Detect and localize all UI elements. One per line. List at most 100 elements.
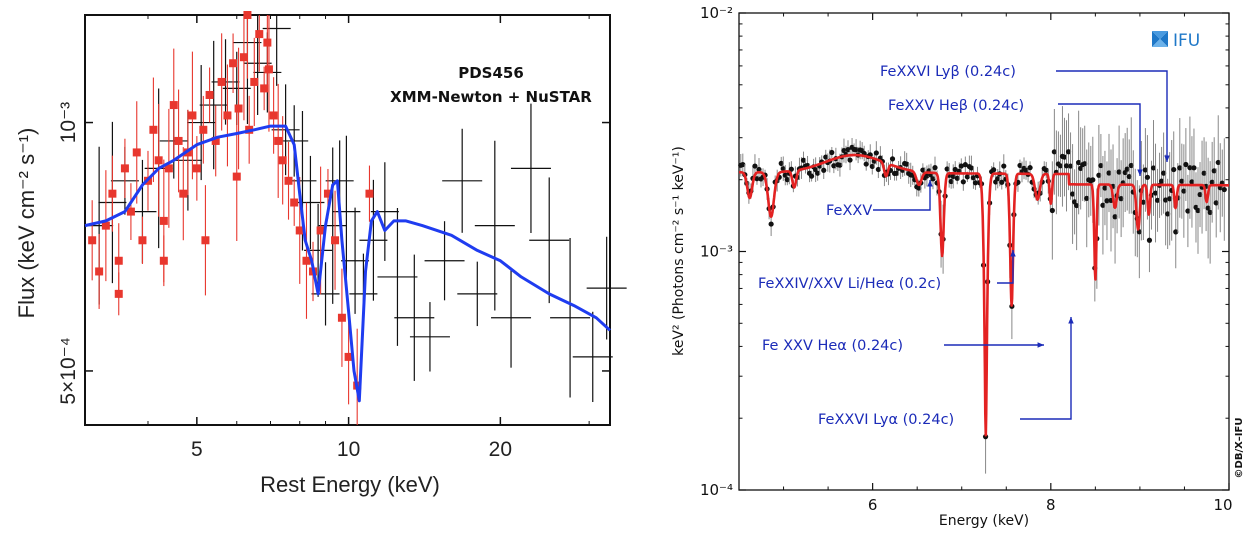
data-point [1215, 115, 1221, 210]
data-point [960, 172, 966, 191]
data-point [1201, 137, 1207, 210]
left-y-axis-label: Flux (keV cm⁻² s⁻¹) [14, 128, 39, 319]
data-point [780, 156, 786, 181]
red-data-point [179, 147, 188, 241]
black-data-point [311, 262, 340, 326]
model-line [84, 124, 612, 403]
data-point [1063, 120, 1070, 212]
annotation-label: FeXXVI Lyβ (0.24c) [880, 64, 1016, 80]
x-tick-label: 5 [191, 438, 203, 461]
y-tick-label: 10⁻² [700, 4, 733, 22]
black-data-point [280, 105, 309, 177]
data-point [1076, 110, 1082, 215]
data-point [1116, 125, 1122, 219]
red-data-point [95, 233, 104, 309]
data-point [1205, 157, 1211, 259]
right-plot-area [738, 106, 1230, 474]
data-point [1118, 160, 1124, 238]
black-data-point [409, 302, 450, 372]
black-data-point [332, 135, 361, 288]
red-data-point [101, 170, 110, 282]
data-point [1082, 125, 1088, 202]
data-point [1211, 137, 1217, 205]
data-point [1154, 168, 1161, 232]
data-point [875, 160, 881, 179]
data-point [1142, 128, 1149, 212]
black-data-point [550, 237, 591, 398]
red-data-point [154, 103, 163, 217]
black-data-point [199, 40, 228, 170]
black-data-point [457, 261, 498, 327]
left-chart-title: PDS456 [458, 64, 524, 82]
data-point [1140, 164, 1146, 240]
black-data-point [187, 65, 216, 181]
data-point [1221, 138, 1227, 241]
data-point [1195, 167, 1201, 254]
black-data-point [377, 207, 418, 346]
data-point [1017, 159, 1023, 172]
black-data-point [359, 179, 388, 301]
data-point [1096, 124, 1102, 226]
red-data-point [199, 95, 208, 164]
line-annotation: FeXXVI Lyβ (0.24c) [880, 64, 1170, 162]
data-point [1179, 143, 1185, 219]
black-data-point [394, 254, 435, 381]
black-data-point [370, 162, 399, 261]
right-x-axis-label: Energy (keV) [939, 513, 1029, 529]
black-data-point [510, 103, 551, 234]
right-annotations: FeXXVI Lyβ (0.24c) FeXXV Heβ (0.24c) FeXXV… [758, 64, 1170, 428]
red-data-point [132, 101, 141, 204]
red-data-point [302, 202, 311, 319]
data-point [754, 172, 760, 185]
red-data-point [188, 51, 197, 180]
red-data-point [149, 77, 158, 183]
red-data-point [250, 37, 259, 127]
left-axis-ticks: 5 10 20 5×10⁻⁴ 10⁻³ [57, 15, 610, 461]
annotation-arrowhead [1037, 342, 1044, 348]
data-point [958, 158, 964, 174]
data-point [1112, 169, 1118, 264]
left-plot-area [84, 11, 627, 425]
data-point [1163, 154, 1169, 246]
data-point [1126, 139, 1132, 214]
data-point [924, 165, 930, 187]
y-tick-label: 10⁻³ [700, 243, 733, 261]
data-point [1051, 108, 1057, 195]
red-data-point [88, 200, 97, 281]
annotation-arrowhead [927, 180, 933, 187]
data-point [1213, 168, 1219, 238]
line-annotation: FeXXV Heβ (0.24c) [888, 98, 1143, 176]
data-point [1183, 128, 1189, 201]
annotation-label: FeXXV Heβ (0.24c) [888, 98, 1024, 114]
black-data-point [529, 177, 570, 304]
data-point [1027, 161, 1033, 174]
data-point [1098, 134, 1104, 198]
data-point [821, 161, 827, 179]
data-point [972, 175, 979, 190]
data-point [1209, 141, 1215, 223]
data-point [1165, 178, 1171, 249]
model-curve [738, 153, 1230, 437]
data-point [970, 166, 977, 189]
y-tick-label: 10⁻³ [57, 102, 80, 143]
right-axis-ticks: 6 8 10 10⁻⁴ 10⁻³ 10⁻² [700, 4, 1233, 514]
left-chart-subtitle: XMM-Newton + NuSTAR [390, 88, 592, 106]
ifu-logo-icon [1152, 31, 1168, 47]
credit-text: ©DB/X–IFU [1234, 418, 1245, 479]
data-point [1067, 132, 1074, 200]
x-tick-label: 8 [1046, 496, 1056, 514]
data-point [904, 152, 910, 176]
data-point [782, 165, 788, 186]
annotation-label: FeXXVI Lyα (0.24c) [818, 412, 954, 428]
black-data-point [341, 207, 370, 314]
ifu-logo-text: IFU [1173, 31, 1200, 51]
black-data-point [442, 128, 483, 233]
red-data-point [192, 136, 201, 201]
data-point [1084, 149, 1090, 248]
red-data-point [114, 272, 123, 316]
x-tick-label: 10 [1213, 496, 1232, 514]
data-point [853, 139, 859, 161]
data-point [932, 156, 938, 179]
data-point [808, 170, 815, 182]
